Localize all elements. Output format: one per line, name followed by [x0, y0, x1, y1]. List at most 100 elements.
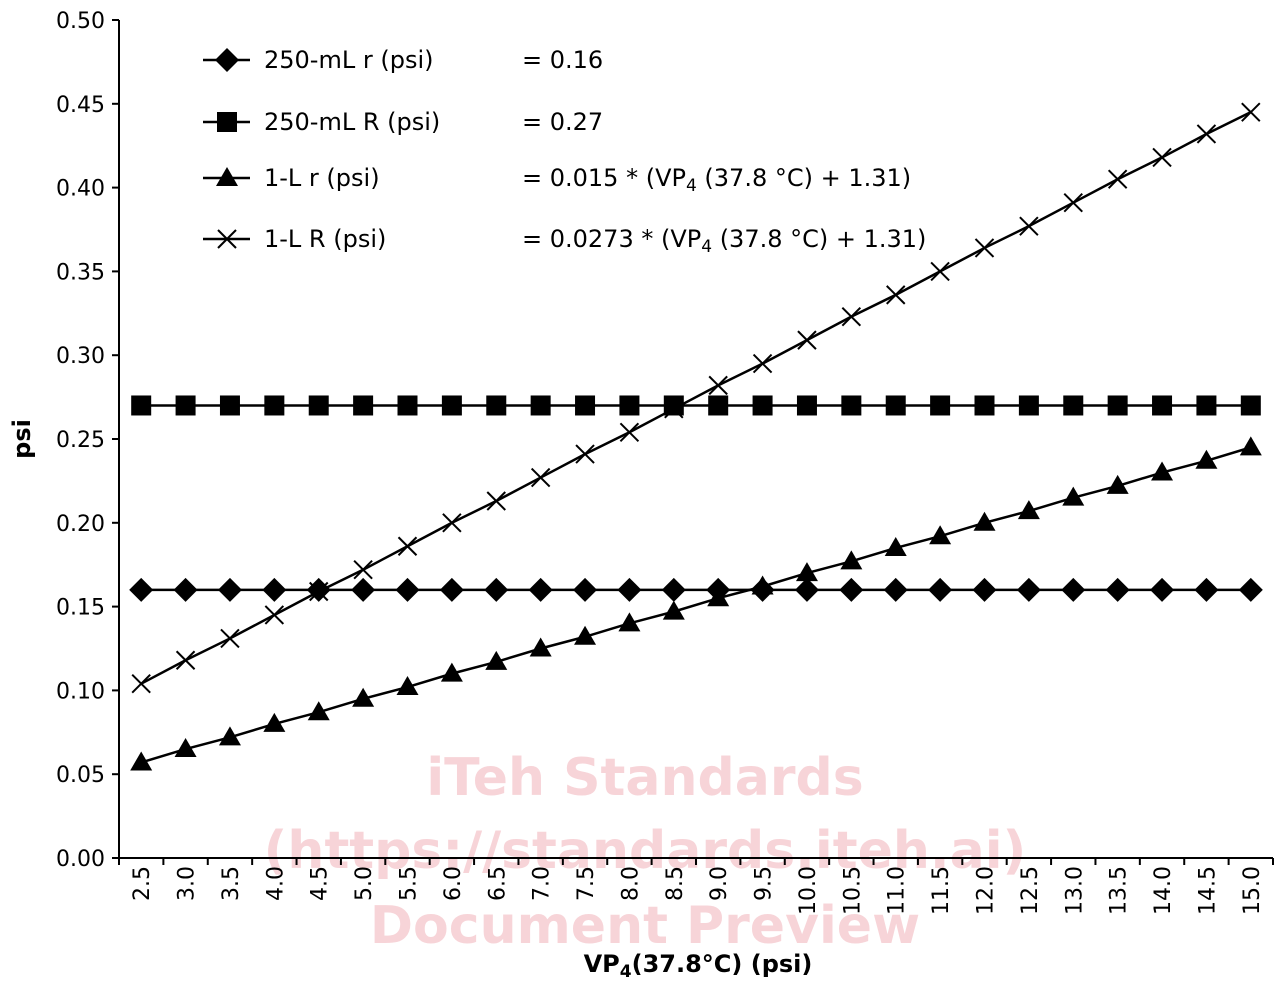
y-tick-label: 0.05	[56, 763, 105, 788]
series-layer	[129, 102, 1263, 771]
x-tick-label: 6.5	[485, 866, 510, 901]
data-point-1l-R-stroke	[397, 536, 418, 556]
data-point-250ml-r	[794, 577, 819, 602]
data-point-1l-R-stroke	[930, 261, 950, 282]
data-point-1l-R-stroke	[708, 375, 728, 396]
data-point-1l-r	[307, 701, 330, 721]
y-tick-label: 0.35	[56, 260, 105, 285]
data-point-1l-r	[130, 751, 153, 771]
data-point-1l-r	[574, 625, 597, 645]
data-point-1l-r	[529, 637, 552, 657]
data-point-1l-R	[442, 513, 462, 533]
x-tick-label: 5.0	[352, 866, 377, 901]
legend-label-250ml-r: 250-mL r (psi)	[264, 46, 433, 74]
data-point-1l-r	[840, 550, 863, 570]
x-tick-label: 12.0	[974, 866, 999, 915]
y-tick-label: 0.20	[56, 512, 105, 537]
data-point-1l-R	[841, 306, 862, 327]
x-tick-label: 13.0	[1062, 866, 1087, 915]
data-point-250ml-r	[617, 577, 642, 602]
data-point-250ml-r	[1061, 577, 1086, 602]
x-tick-label: 3.5	[219, 866, 244, 901]
data-point-250ml-R	[619, 395, 640, 416]
data-point-250ml-R	[1018, 395, 1039, 416]
data-point-1l-R-stroke	[974, 238, 995, 258]
data-point-250ml-R	[131, 395, 152, 416]
series-line-1l-r	[140, 446, 1252, 764]
data-point-1l-R	[886, 285, 906, 305]
data-point-250ml-r	[928, 577, 953, 602]
x-tick-label: 9.0	[707, 866, 732, 901]
data-point-1l-R	[1107, 169, 1128, 189]
x-tick-label: 13.5	[1107, 866, 1132, 915]
x-tick-label: 6.0	[441, 866, 466, 901]
legend-formula-250ml-R: = 0.27	[522, 108, 603, 136]
data-point-1l-r	[973, 511, 996, 531]
data-point-250ml-r	[306, 577, 331, 602]
data-point-250ml-r	[661, 577, 686, 602]
x-axis-title-rest: (37.8°C) (psi)	[632, 950, 813, 978]
legend-label-1l-R: 1-L R (psi)	[264, 225, 386, 253]
data-point-1l-R	[619, 422, 640, 443]
x-tick-label: 10.5	[840, 866, 865, 915]
x-tick-label: 12.5	[1018, 866, 1043, 915]
data-point-250ml-R	[575, 395, 596, 416]
data-point-1l-R-stroke	[175, 650, 196, 670]
y-axis-title: psi	[8, 419, 36, 459]
legend-symbol-1l-R	[203, 229, 250, 249]
data-point-250ml-R	[885, 395, 906, 416]
data-point-1l-R	[1152, 147, 1172, 168]
data-point-1l-r	[1106, 474, 1129, 494]
data-point-250ml-r	[129, 577, 154, 602]
data-point-1l-R	[575, 444, 595, 464]
data-point-1l-R-stroke	[797, 330, 817, 350]
legend-formula-1l-r: = 0.015 * (VP4 (37.8 °C) + 1.31)	[522, 164, 911, 196]
data-point-250ml-r	[528, 577, 553, 602]
data-point-1l-R	[486, 491, 506, 511]
data-point-1l-R	[708, 375, 728, 396]
legend-formula-1l-R-pre: = 0.0273 * (VP	[522, 225, 701, 253]
data-point-1l-R	[220, 628, 240, 649]
data-point-250ml-R	[353, 395, 374, 416]
data-point-1l-R-stroke	[619, 422, 640, 443]
data-point-250ml-R	[397, 395, 418, 416]
legend-marker-stroke	[217, 229, 237, 249]
data-point-1l-R	[530, 467, 551, 488]
data-point-1l-r	[1195, 449, 1218, 469]
x-tick-label: 10.0	[796, 866, 821, 915]
data-point-250ml-r	[1150, 577, 1175, 602]
x-tick-label: 8.5	[663, 866, 688, 901]
data-point-1l-R-stroke	[530, 467, 551, 488]
y-tick-label: 0.10	[56, 679, 105, 704]
data-point-1l-R	[974, 238, 995, 258]
data-point-250ml-R	[1240, 395, 1261, 416]
data-point-1l-R-stroke	[309, 581, 329, 602]
series-250ml-r	[129, 577, 1263, 602]
series-1l-r	[130, 436, 1262, 771]
data-point-1l-r	[795, 562, 818, 582]
data-point-250ml-R	[308, 395, 329, 416]
data-point-1l-r	[352, 687, 375, 707]
data-point-1l-R-stroke	[131, 673, 151, 694]
x-tick-label: 11.5	[929, 866, 954, 915]
data-point-1l-R	[397, 536, 418, 556]
data-point-250ml-r	[484, 577, 509, 602]
data-point-250ml-r	[573, 577, 598, 602]
data-point-250ml-R	[708, 395, 729, 416]
x-tick-label: 9.5	[752, 866, 777, 901]
data-point-1l-R	[175, 650, 196, 670]
data-point-250ml-R	[752, 395, 773, 416]
data-point-1l-r	[751, 575, 774, 595]
data-point-250ml-R	[264, 395, 285, 416]
data-point-1l-R	[930, 261, 950, 282]
data-point-1l-r	[218, 726, 241, 746]
data-point-1l-R	[1019, 216, 1039, 236]
x-tick-label: 14.5	[1195, 866, 1220, 915]
data-point-250ml-r	[262, 577, 287, 602]
x-tick-label: 8.0	[618, 866, 643, 901]
x-tick-label: 14.0	[1151, 866, 1176, 915]
data-point-1l-r	[485, 650, 508, 670]
legend-symbol-250ml-R	[203, 112, 250, 132]
data-point-1l-r	[263, 712, 286, 732]
